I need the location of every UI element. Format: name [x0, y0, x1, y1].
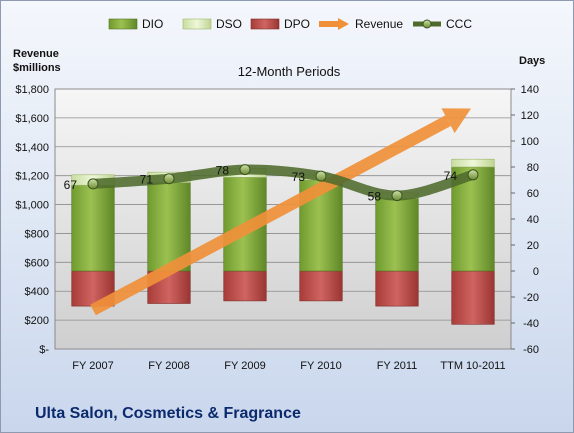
left-tick-label: $200: [25, 315, 49, 327]
bar-dpo: [299, 270, 343, 302]
ccc-point: [239, 164, 251, 176]
left-tick-label: $1,600: [15, 113, 49, 125]
legend-swatch-dso: [182, 18, 212, 30]
category-label: FY 2011: [377, 360, 418, 372]
right-tick-label: -60: [523, 344, 539, 356]
revenue-arrow-shaft: [90, 115, 451, 316]
bar-dpo: [375, 270, 419, 307]
ccc-point: [87, 178, 99, 190]
left-tick-label: $1,800: [15, 84, 49, 96]
company-title: Ulta Salon, Cosmetics & Fragrance: [35, 405, 301, 422]
ccc-data-label: 74: [444, 169, 458, 183]
left-tick-label: $-: [39, 344, 49, 356]
right-tick-label: 20: [527, 240, 539, 252]
left-tick-label: $600: [25, 257, 49, 269]
right-tick-label: 40: [527, 214, 539, 226]
left-tick-label: $1,000: [15, 200, 49, 212]
ccc-line: [88, 164, 478, 201]
right-tick-label: 140: [521, 84, 539, 96]
grid-layer: [55, 88, 511, 350]
legend-label-revenue: Revenue: [355, 17, 403, 31]
bar-dpo: [451, 270, 495, 325]
left-tick-label: $400: [25, 286, 49, 298]
legend-swatch-dpo: [250, 18, 280, 30]
left-tick-label: $1,200: [15, 171, 49, 183]
legend-label-dio: DIO: [142, 17, 163, 31]
right-tick-label: -20: [523, 292, 539, 304]
legend-swatch-revenue-head: [338, 18, 349, 30]
bar-dpo: [223, 270, 267, 302]
legend-label-dpo: DPO: [284, 17, 310, 31]
bar-dio: [375, 197, 419, 272]
ccc-data-label: 73: [292, 170, 306, 184]
bar-dio: [71, 184, 115, 272]
legend-swatch-dio: [108, 18, 138, 30]
ccc-data-label: 71: [140, 173, 154, 187]
ccc-point: [315, 170, 327, 182]
ccc-point: [467, 169, 479, 181]
ccc-data-label: 78: [216, 164, 230, 178]
category-label: FY 2007: [72, 360, 113, 372]
category-label: FY 2010: [300, 360, 341, 372]
category-label: TTM 10-2011: [440, 360, 505, 372]
ccc-data-label: 58: [368, 190, 382, 204]
left-axis-title-line1: Revenue: [13, 48, 59, 60]
right-axis-title: Days: [519, 55, 545, 67]
left-tick-label: $800: [25, 228, 49, 240]
right-tick-label: 0: [533, 266, 539, 278]
bar-dso: [451, 158, 495, 168]
left-tick-label: $1,400: [15, 142, 49, 154]
right-tick-label: 60: [527, 188, 539, 200]
category-label: FY 2009: [224, 360, 265, 372]
axes-layer: $- $200 $400 $600 $800 $1,000 $1,200 $1,400 $1,6…: [15, 84, 539, 372]
left-axis-title-line2: $millions: [13, 62, 61, 74]
revenue-arrow-head: [441, 108, 471, 134]
category-label: FY 2008: [148, 360, 189, 372]
lines-layer: 67 71 78 73 58 74: [64, 108, 479, 316]
legend-swatch-ccc-dot: [422, 19, 432, 29]
legend-label-ccc: CCC: [446, 17, 472, 31]
legend: DIO DSO DPO Revenue CCC: [108, 17, 472, 31]
ccc-point: [163, 173, 175, 185]
bar-dpo: [71, 270, 115, 307]
right-tick-label: -40: [523, 318, 539, 330]
chart-subtitle: 12-Month Periods: [238, 64, 341, 79]
right-tick-label: 80: [527, 162, 539, 174]
bar-dio: [451, 166, 495, 272]
ccc-point: [391, 190, 403, 202]
ccc-data-label: 67: [64, 178, 78, 192]
legend-label-dso: DSO: [216, 17, 242, 31]
right-tick-label: 100: [521, 136, 539, 148]
right-tick-label: 120: [521, 110, 539, 122]
